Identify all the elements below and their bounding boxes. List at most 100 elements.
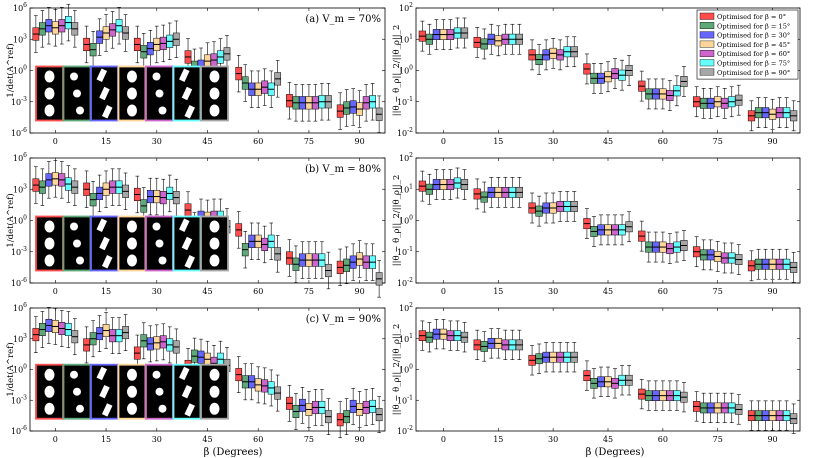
y-axis-label: ||θ − θ_ρ||_2/||θ_ρ||_2 [392, 324, 402, 415]
panel-title: (b) V_m = 80% [305, 164, 381, 175]
y-tick-label: 101 [399, 33, 413, 44]
y-tick-label: 103 [13, 33, 27, 44]
topology-shape [184, 403, 195, 417]
x-tick-label: 60 [658, 287, 668, 296]
legend-swatch [699, 59, 715, 67]
x-tick-label: 45 [603, 435, 613, 444]
x-tick-label: 0 [53, 287, 58, 296]
x-tick-label: 90 [767, 137, 777, 146]
topology-shape [181, 86, 193, 101]
x-tick-label: 75 [304, 137, 314, 146]
x-tick-label: 60 [658, 435, 668, 444]
x-tick-label: 60 [253, 137, 263, 146]
y-tick-label: 10-2 [397, 425, 413, 436]
topology-shape [101, 255, 113, 269]
y-tick-label: 100 [399, 364, 413, 375]
y-axis-label: ||θ − θ_ρ||_2/||θ_ρ||_2 [392, 175, 402, 266]
y-tick-label: 106 [13, 152, 27, 163]
topology-shape [184, 255, 195, 269]
topology-shape [127, 368, 137, 381]
topology-shape [96, 366, 108, 381]
topology-shape [44, 385, 55, 398]
x-tick-label: 90 [355, 435, 365, 444]
topology-shape [209, 385, 220, 398]
x-tick-label: 45 [603, 137, 613, 146]
legend-entry: Optimised for β = 0° [717, 13, 786, 21]
topology-shape [127, 254, 137, 267]
topology-shape [44, 368, 55, 381]
topology-shape [127, 385, 137, 398]
panel-right-bottom: 10-2 10-1 100 101 102 0 15 30 45 60 75 90 ||θ − θ_ρ|… [392, 302, 801, 444]
x-tick-label: 0 [441, 137, 446, 146]
x-tick-label: 15 [101, 435, 111, 444]
topology-shape [155, 89, 164, 98]
topology-shape [179, 68, 190, 82]
topology-shape [96, 68, 108, 82]
topology-shape [209, 70, 220, 83]
x-tick-label: 0 [441, 287, 446, 296]
panel-right-top: 10-2 10-1 100 101 102 0 15 30 45 60 75 90 ||θ − θ_ρ|… [392, 2, 801, 146]
y-tick-label: 10-3 [11, 246, 27, 257]
topology-shape [155, 239, 164, 248]
topology-shape [209, 368, 220, 381]
legend-entry: Optimised for β = 15° [717, 22, 790, 30]
x-tick-label: 75 [713, 287, 723, 296]
topology-shape [152, 72, 161, 81]
legend-entry: Optimised for β = 75° [717, 60, 790, 68]
topology-shape [99, 236, 110, 251]
y-tick-label: 10-3 [11, 96, 27, 107]
panel-title: (a) V_m = 70% [305, 14, 381, 25]
legend-entry: Optimised for β = 30° [717, 32, 790, 40]
panel-right-middle: 10-2 10-1 100 101 102 0 15 30 45 60 75 90 ||θ − θ_ρ|… [392, 152, 801, 296]
y-tick-label: 100 [13, 364, 27, 375]
legend-swatch [699, 40, 715, 48]
x-tick-label: 75 [713, 137, 723, 146]
legend-swatch [699, 50, 715, 57]
y-tick-label: 102 [399, 302, 413, 313]
x-tick-label: 60 [253, 287, 263, 296]
topology-shape [158, 404, 167, 413]
y-tick-label: 101 [399, 183, 413, 194]
topology-shape [127, 104, 137, 117]
topology-shape [44, 104, 55, 117]
x-tick-label: 30 [548, 287, 558, 296]
topology-shape [101, 105, 113, 119]
y-tick-label: 100 [13, 65, 27, 76]
topology-shape [96, 218, 108, 232]
x-tick-label: 15 [101, 137, 111, 146]
topology-shape [127, 237, 137, 250]
y-tick-label: 100 [399, 65, 413, 76]
topology-shape [179, 366, 190, 381]
topology-shape [127, 402, 137, 415]
x-tick-label: 15 [493, 435, 503, 444]
x-tick-label: 30 [548, 435, 558, 444]
x-tick-label: 0 [441, 435, 446, 444]
topology-shape [179, 218, 190, 232]
topology-shape [44, 402, 55, 415]
topology-shape [158, 256, 167, 265]
topology-shape [181, 236, 193, 251]
x-tick-label: 60 [658, 137, 668, 146]
topology-shape [209, 104, 220, 117]
topology-shape [152, 370, 161, 379]
y-axis-label: 1/det(A^ref) [5, 193, 16, 247]
topology-shape [44, 237, 55, 250]
panel-left-top: 10-6 10-3 100 103 106 0 15 30 45 60 75 90 1/det(A^re… [5, 2, 386, 146]
y-axis-label: ||θ − θ_ρ||_2/||θ_ρ||_2 [392, 25, 402, 116]
legend-entry: Optimised for β = 90° [717, 69, 790, 77]
x-tick-label: 45 [202, 287, 212, 296]
x-tick-label: 45 [202, 435, 212, 444]
y-tick-label: 10-1 [397, 96, 413, 107]
legend-swatch [699, 31, 715, 39]
topology-shape [209, 237, 220, 250]
topology-shape [158, 106, 167, 115]
y-tick-label: 101 [399, 333, 413, 344]
panel-left-bottom: 10-6 10-3 100 103 106 0 15 30 45 60 75 90 1/det(A^re… [5, 302, 386, 444]
legend: Optimised for β = 0°Optimised for β = 15… [696, 9, 799, 80]
topology-shape [73, 89, 81, 98]
y-tick-label: 10-6 [11, 277, 27, 288]
topology-shape [44, 254, 55, 267]
y-tick-label: 100 [399, 215, 413, 226]
topology-shape [99, 86, 110, 101]
